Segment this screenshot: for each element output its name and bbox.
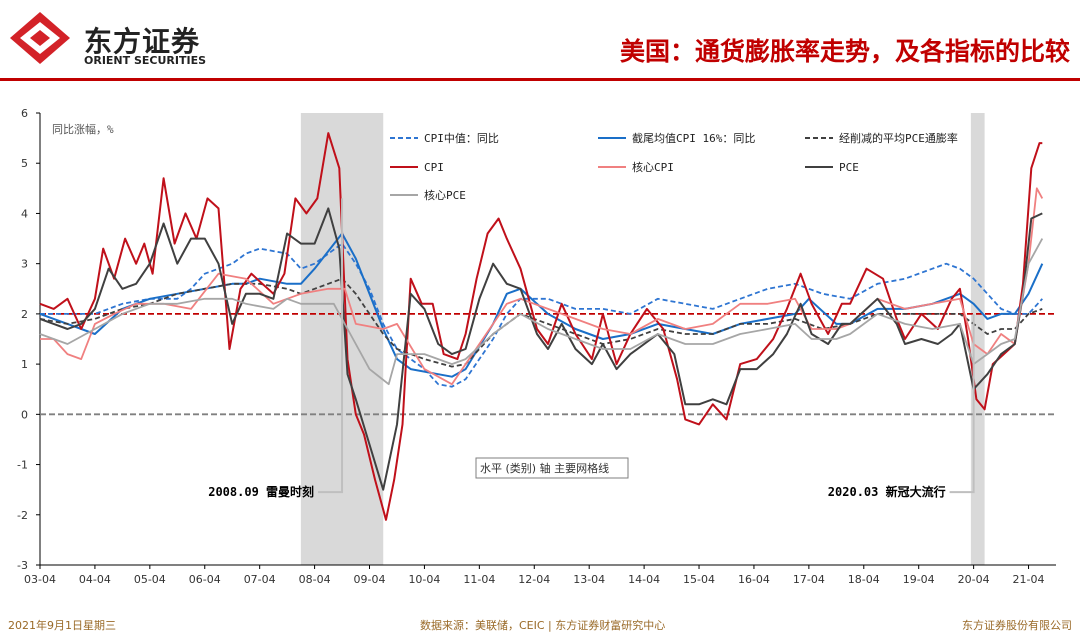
gridline-tooltip-text: 水平 (类别) 轴 主要网格线 [480,461,609,475]
x-tick-label: 19-04 [903,573,935,586]
y-tick-label: 4 [21,207,28,220]
x-tick-label: 08-04 [299,573,331,586]
legend-label: 经削减的平均PCE通膨率 [839,131,958,145]
series-line [39,207,1043,491]
x-tick-label: 03-04 [24,573,56,586]
x-tick-label: 14-04 [628,573,660,586]
annotation-label: 2008.09 雷曼时刻 [208,484,314,499]
x-tick-label: 16-04 [738,573,770,586]
x-tick-label: 04-04 [79,573,111,586]
x-tick-label: 12-04 [518,573,550,586]
y-tick-label: 2 [21,308,28,321]
y-tick-label: 3 [21,258,28,271]
y-axis-title: 同比涨幅，% [52,123,114,136]
page-title: 美国：通货膨胀率走势，及各指标的比较 [619,37,1070,66]
x-tick-label: 18-04 [848,573,880,586]
x-tick-label: 09-04 [354,573,386,586]
logo-mark-icon [10,12,70,64]
footer-source: 数据来源：美联储，CEIC | 东方证券财富研究中心 [420,619,666,632]
y-tick-label: -3 [17,559,28,572]
logo: 东方证券 ORIENT SECURITIES [8,10,238,70]
annotation-leader [949,313,975,494]
y-tick-label: 5 [21,157,28,170]
y-tick-label: -2 [17,509,28,522]
x-tick-label: 21-04 [1013,573,1045,586]
series-line [39,277,1043,368]
y-tick-label: -1 [17,459,28,472]
logo-text-en: ORIENT SECURITIES [84,54,207,67]
y-tick-label: 6 [21,107,28,120]
series-line [40,242,1043,388]
legend-label: CPI [424,161,444,174]
legend-label: 核心CPI [632,160,674,174]
x-tick-label: 15-04 [683,573,715,586]
x-tick-label: 05-04 [134,573,166,586]
footer-company: 东方证券股份有限公司 [962,619,1072,632]
logo-text-cn: 东方证券 [84,25,201,58]
series-line [39,238,1044,386]
footer-date: 2021年9月1日星期三 [8,619,116,632]
legend-label: 截尾均值CPI 16%：同比 [632,131,755,145]
x-tick-label: 10-04 [408,573,440,586]
legend-label: CPI中值：同比 [424,132,499,145]
y-tick-label: 1 [21,358,28,371]
x-tick-label: 07-04 [244,573,276,586]
annotation-leader [318,198,344,494]
x-tick-label: 13-04 [573,573,605,586]
legend-label: 核心PCE [424,188,466,202]
gridline-tooltip-box [475,457,629,479]
annotation-label: 2020.03 新冠大流行 [828,484,946,499]
x-tick-label: 20-04 [958,573,990,586]
x-tick-label: 06-04 [189,573,221,586]
series-line [40,187,1044,386]
y-tick-label: 0 [21,408,28,421]
x-tick-label: 11-04 [463,573,495,586]
legend-label: PCE [839,161,859,174]
header-divider [0,78,1080,81]
inflation-chart: -3 -2 -1 0 1 2 3 4 5 6 03-04 04-04 05-04 06-04 07-04 08… [17,107,1056,586]
x-tick-label: 17-04 [793,573,825,586]
series-line [39,132,1043,521]
